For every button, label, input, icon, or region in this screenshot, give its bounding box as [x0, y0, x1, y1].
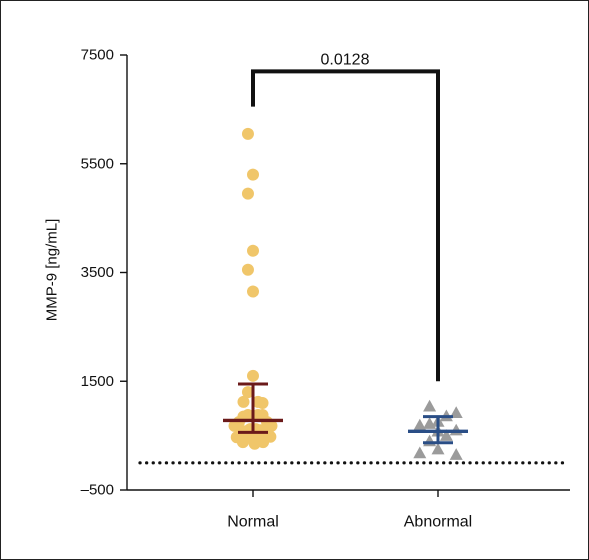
data-point-triangle [439, 429, 453, 441]
significance-layer: 0.0128 [251, 52, 440, 382]
data-point-triangle [423, 399, 437, 412]
data-point-triangle [413, 418, 427, 431]
data-point-triangle [449, 423, 463, 436]
x-tick-label: Normal [227, 514, 279, 531]
x-ticks: Normal Abnormal [227, 490, 472, 531]
data-point-circle [247, 168, 259, 181]
y-ticks: 7500 5500 3500 1500 –500 [81, 47, 127, 499]
data-point-circle [241, 263, 254, 276]
y-tick-label: 1500 [81, 373, 114, 390]
y-tick-label: 5500 [81, 155, 114, 172]
data-point-circle [247, 244, 259, 257]
y-tick-label: 7500 [81, 47, 114, 64]
p-value-label: 0.0128 [321, 52, 370, 69]
data-point-triangle [449, 448, 463, 460]
data-point-circle [248, 437, 261, 450]
x-tick-label: Abnormal [404, 514, 472, 531]
data-point-circle [247, 369, 259, 382]
data-point-circle [241, 386, 254, 399]
data-point-circle [256, 397, 269, 409]
stats-layer [223, 382, 468, 445]
points-layer [228, 127, 463, 460]
data-point-circle [241, 127, 254, 140]
data-point-triangle [449, 406, 463, 418]
data-point-circle [241, 187, 254, 200]
y-axis-label: MMP-9 [ng/mL] [44, 219, 61, 322]
data-point-circle [247, 285, 259, 298]
axis-layer [126, 55, 570, 491]
data-point-triangle [431, 442, 445, 455]
y-tick-label: 3500 [81, 264, 114, 281]
data-point-triangle [413, 446, 427, 459]
data-point-circle [237, 395, 250, 408]
data-point-circle [236, 436, 249, 449]
significance-bracket [251, 69, 440, 382]
y-tick-label: –500 [81, 482, 114, 499]
